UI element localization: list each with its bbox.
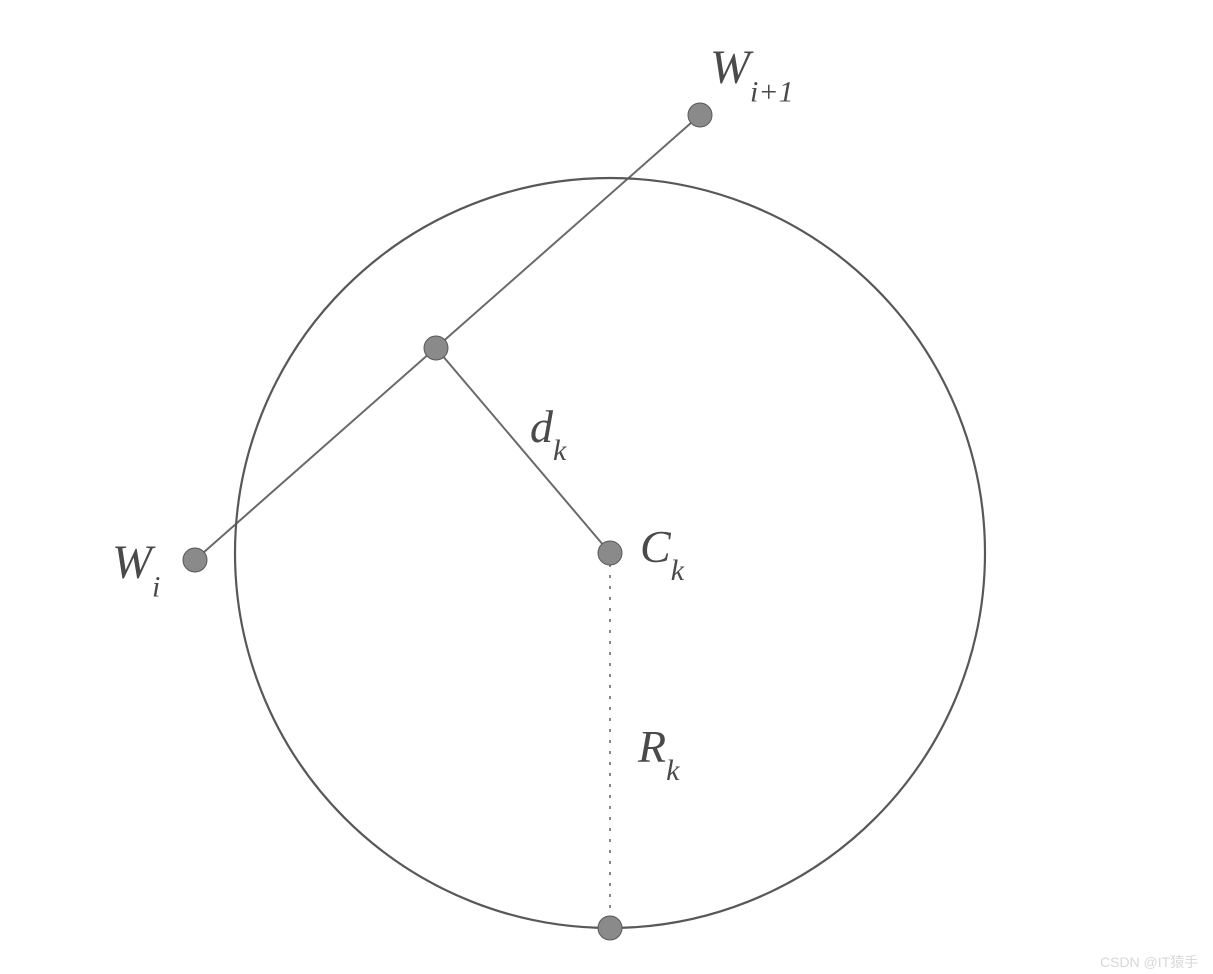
label-main: W	[710, 41, 750, 94]
label-sub: k	[666, 754, 679, 788]
diagram-svg	[0, 0, 1213, 974]
line-chord-Wi-Wip1	[195, 115, 700, 560]
watermark-text: CSDN @IT猿手	[1100, 952, 1198, 972]
line-dk	[436, 348, 610, 553]
label-sub: k	[671, 554, 684, 588]
label-R-k: Rk	[638, 720, 679, 774]
point-Wi	[183, 548, 207, 572]
label-main: d	[530, 401, 553, 452]
point-Wip1	[688, 103, 712, 127]
label-sub: k	[553, 434, 566, 468]
label-sub: i+1	[750, 76, 794, 110]
label-main: W	[112, 536, 152, 589]
label-C-k: Ck	[640, 520, 684, 574]
point-Ck	[598, 541, 622, 565]
label-main: R	[638, 721, 666, 772]
label-sub: i	[152, 571, 160, 605]
point-perpendicular-foot	[424, 336, 448, 360]
label-d-k: dk	[530, 400, 566, 454]
label-main: C	[640, 521, 671, 572]
point-circle-bottom	[598, 916, 622, 940]
label-W-i: Wi	[112, 535, 160, 590]
label-W-i-plus-1: Wi+1	[710, 40, 794, 95]
